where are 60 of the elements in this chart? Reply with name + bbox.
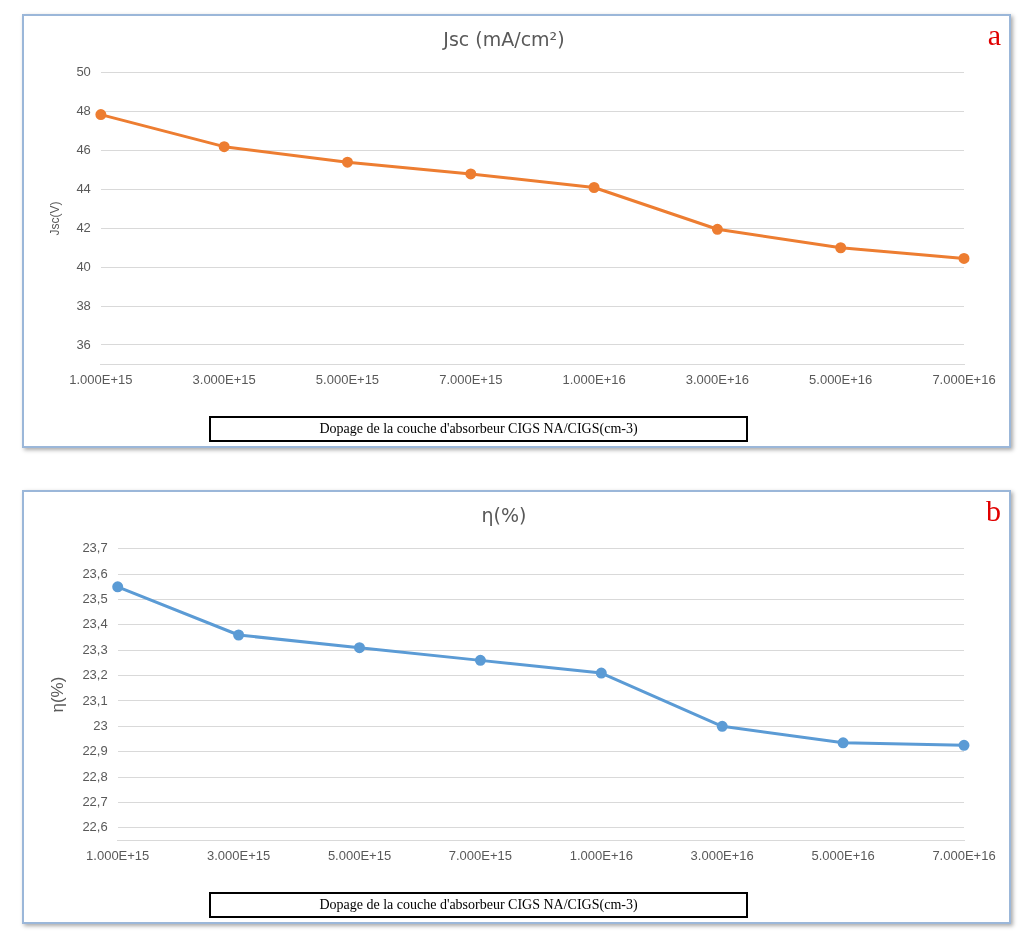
x-tick-label: 7.000E+15 bbox=[448, 847, 513, 863]
x-tick-label: 1.000E+16 bbox=[569, 847, 633, 863]
y-tick-label: 22,9 bbox=[82, 743, 108, 759]
x-tick-label: 5.000E+15 bbox=[315, 371, 380, 387]
x-tick-label: 7.000E+16 bbox=[932, 847, 996, 863]
text: a bbox=[987, 18, 1001, 52]
y-tick-label: 23,2 bbox=[82, 667, 108, 683]
y-tick-label: 36 bbox=[76, 336, 91, 352]
point bbox=[354, 642, 365, 654]
point bbox=[112, 581, 124, 593]
x-tick-label: 7.000E+15 bbox=[439, 371, 503, 387]
x-tick-label: 1.000E+16 bbox=[562, 371, 626, 387]
y-tick-label: 42 bbox=[76, 219, 91, 235]
point bbox=[474, 654, 486, 666]
y-tick-label: 50 bbox=[76, 64, 91, 80]
x-tick-label: 5.000E+16 bbox=[809, 371, 873, 387]
x-tick-label: 5.000E+16 bbox=[811, 847, 875, 863]
x-tick-label: 3.000E+15 bbox=[192, 371, 256, 387]
point bbox=[341, 156, 353, 168]
y-tick-label: 46 bbox=[76, 142, 91, 158]
x-axis-title: Dopage de la couche d'absorbeur CIGS NA/CIGS(cm-3) bbox=[209, 416, 748, 442]
y-tick-label: 23,7 bbox=[82, 540, 108, 556]
text: b bbox=[986, 494, 1001, 528]
y-tick-label: 22,7 bbox=[82, 793, 108, 809]
x-axis-title: Dopage de la couche d'absorbeur CIGS NA/CIGS(cm-3) bbox=[209, 892, 748, 918]
y-tick-label: 23,4 bbox=[82, 616, 108, 632]
point bbox=[958, 739, 970, 751]
y-tick-label: 23 bbox=[93, 717, 108, 733]
y-tick-label: 23,5 bbox=[82, 591, 108, 607]
y-tick-label: 23,6 bbox=[82, 565, 108, 581]
chart-title: η(%) bbox=[481, 504, 527, 527]
y-axis-title: η(%) bbox=[47, 676, 67, 713]
point bbox=[711, 223, 723, 235]
x-tick-label: 3.000E+15 bbox=[206, 847, 271, 863]
point bbox=[595, 667, 607, 679]
point bbox=[716, 720, 728, 732]
point bbox=[837, 737, 849, 749]
point bbox=[95, 109, 107, 121]
chart-title: Jsc (mA/cm²) bbox=[442, 28, 565, 51]
y-tick-label: 38 bbox=[76, 297, 91, 313]
y-tick-label: 48 bbox=[76, 103, 91, 119]
y-tick-label: 44 bbox=[76, 181, 91, 197]
y-tick-label: 23,3 bbox=[82, 641, 108, 657]
x-tick-label: 1.000E+15 bbox=[69, 371, 133, 387]
y-tick-label: 23,1 bbox=[82, 692, 108, 708]
point bbox=[218, 141, 230, 153]
point bbox=[588, 182, 600, 193]
y-axis-title: Jsc(V) bbox=[47, 201, 62, 236]
y-tick-label: 40 bbox=[76, 258, 91, 274]
x-tick-label: 3.000E+16 bbox=[685, 371, 750, 387]
point bbox=[835, 242, 847, 254]
point bbox=[958, 252, 970, 264]
y-tick-label: 22,8 bbox=[82, 768, 108, 784]
point bbox=[233, 629, 245, 641]
x-tick-label: 5.000E+15 bbox=[327, 847, 392, 863]
point bbox=[465, 168, 477, 180]
y-tick-label: 22,6 bbox=[82, 819, 108, 835]
x-tick-label: 3.000E+16 bbox=[690, 847, 754, 863]
x-tick-label: 1.000E+15 bbox=[86, 847, 150, 863]
x-tick-label: 7.000E+16 bbox=[932, 371, 996, 387]
